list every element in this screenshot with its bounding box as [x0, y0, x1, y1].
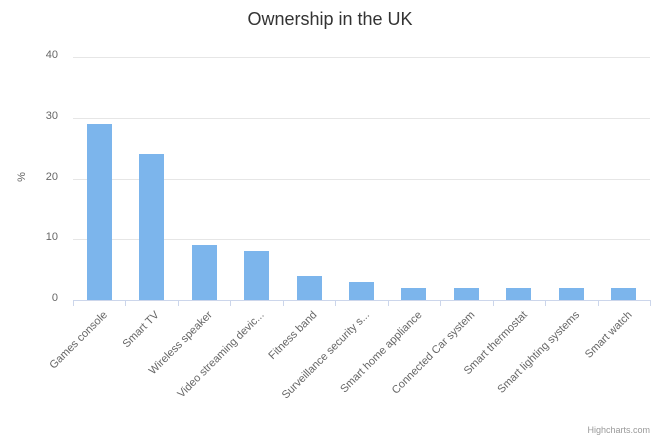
- x-axis-tick: [650, 300, 651, 306]
- y-axis-tick-label: 30: [45, 109, 58, 122]
- bar-7[interactable]: [401, 288, 426, 300]
- x-axis-line: [73, 300, 651, 301]
- x-axis-category-label: Surveillance security s...: [279, 309, 372, 402]
- x-axis-tick: [388, 300, 389, 306]
- gridline-30: [73, 117, 650, 119]
- bar-4[interactable]: [244, 251, 269, 300]
- x-axis-category-label: Fitness band: [266, 309, 320, 363]
- x-axis-tick: [598, 300, 599, 306]
- x-axis-tick: [178, 300, 179, 306]
- bar-2[interactable]: [139, 154, 164, 300]
- x-axis-tick: [125, 300, 126, 306]
- bar-1[interactable]: [87, 124, 112, 300]
- gridline-20: [73, 178, 650, 180]
- x-axis-tick: [545, 300, 546, 306]
- x-axis-tick: [493, 300, 494, 306]
- gridline-10: [73, 239, 650, 241]
- bar-8[interactable]: [454, 288, 479, 300]
- bar-3[interactable]: [192, 245, 217, 300]
- bar-5[interactable]: [297, 276, 322, 300]
- y-axis-tick-label: 10: [45, 231, 58, 244]
- x-axis-category-label: Smart TV: [120, 309, 163, 351]
- bar-11[interactable]: [611, 288, 636, 300]
- y-axis-tick-label: 20: [45, 170, 58, 183]
- x-axis-category-label: Games console: [47, 309, 110, 372]
- x-axis-tick: [283, 300, 284, 306]
- gridline-40: [73, 57, 650, 58]
- x-axis-tick: [73, 300, 74, 306]
- x-axis-tick: [230, 300, 231, 306]
- x-axis-tick: [440, 300, 441, 306]
- y-axis-tick-label: 40: [45, 49, 58, 61]
- bar-6[interactable]: [349, 282, 374, 300]
- x-axis-tick: [335, 300, 336, 306]
- plot-area: [73, 57, 650, 300]
- highcharts-credits-link[interactable]: Highcharts.com: [587, 425, 650, 435]
- x-axis-category-label: Video streaming devic...: [175, 309, 268, 401]
- y-axis-tick-label: 0: [51, 292, 58, 304]
- bar-9[interactable]: [506, 288, 531, 300]
- chart-title: Ownership in the UK: [247, 9, 413, 29]
- x-axis-category-label: Smart watch: [582, 309, 635, 361]
- bar-10[interactable]: [559, 288, 584, 300]
